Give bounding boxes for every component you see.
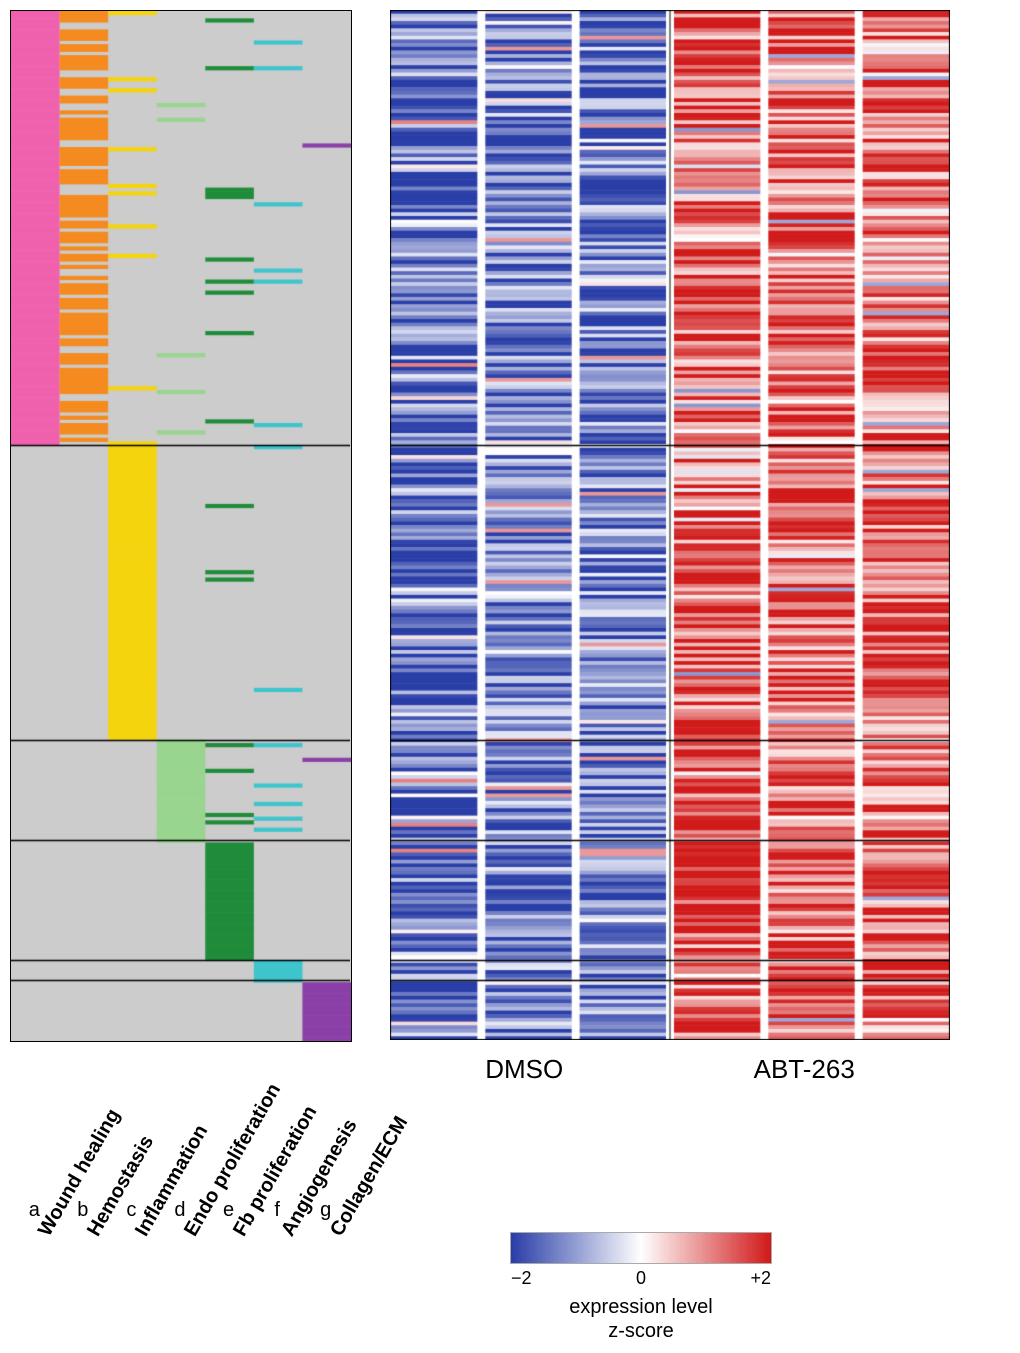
panels-row: aWound healingbHemostasiscInflammationdE… [10,10,950,1042]
colorbar-ticks: −2 0 +2 [511,1268,771,1289]
condition-label-abt263: ABT-263 [754,1054,855,1085]
colorbar-legend: −2 0 +2 expression levelz-score [510,1232,772,1343]
annotation-col-label: aWound healing [10,1199,59,1222]
annotation-panel: aWound healingbHemostasiscInflammationdE… [10,10,350,1042]
condition-labels: DMSO ABT-263 [390,1054,950,1085]
heatmap-panel: DMSO ABT-263 [390,10,950,1040]
figure-root: aWound healingbHemostasiscInflammationdE… [10,10,1010,1343]
colorbar-max-label: +2 [750,1268,771,1289]
annotation-col-label: dEndo proliferation [156,1199,205,1222]
annotation-col-label: cInflammation [107,1199,156,1222]
colorbar-min-label: −2 [511,1268,532,1289]
annotation-col-label: gCollagen/ECM [301,1199,350,1222]
colorbar-mid-label: 0 [636,1268,646,1289]
annotation-col-label: fAngiogenesis [253,1199,302,1222]
annotation-column-labels: aWound healingbHemostasiscInflammationdE… [10,1199,350,1222]
annotation-heatmap [10,10,352,1042]
colorbar [510,1232,772,1264]
expression-heatmap [390,10,950,1040]
annotation-col-label: eFb proliferation [204,1199,253,1222]
annotation-col-label: bHemostasis [59,1199,108,1222]
colorbar-title: expression levelz-score [569,1295,712,1343]
condition-label-dmso: DMSO [485,1054,563,1085]
